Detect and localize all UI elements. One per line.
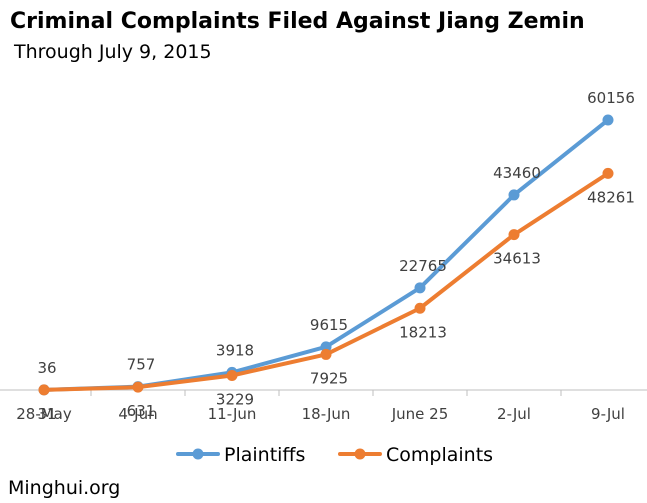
data-label-complaints: 34613 bbox=[493, 250, 541, 268]
data-label-complaints: 7925 bbox=[310, 369, 348, 387]
data-label-plaintiffs: 9615 bbox=[310, 316, 348, 334]
data-label-complaints: 631 bbox=[127, 402, 156, 420]
data-point-plaintiffs bbox=[508, 189, 520, 201]
source-label: Minghui.org bbox=[8, 477, 120, 499]
plot-area: 28-May 4-Jun 11-Jun 18-Jun June 25 2-Jul 9-Jul… bbox=[0, 89, 647, 423]
legend: Plaintiffs Complaints bbox=[176, 444, 493, 466]
data-point-complaints bbox=[226, 370, 238, 382]
chart-title: Criminal Complaints Filed Against Jiang … bbox=[10, 9, 585, 34]
data-point-plaintiffs bbox=[414, 282, 426, 294]
x-tick-label: 9-Jul bbox=[591, 405, 625, 423]
legend-swatch-marker bbox=[192, 448, 204, 460]
data-point-plaintiffs bbox=[602, 114, 614, 126]
data-label-complaints: 18213 bbox=[399, 323, 447, 341]
x-tick-label: 11-Jun bbox=[208, 405, 257, 423]
data-label-plaintiffs: 22765 bbox=[399, 257, 447, 275]
data-point-complaints bbox=[414, 302, 426, 314]
x-tick-label: 4-Jun bbox=[118, 405, 157, 423]
legend-label: Complaints bbox=[386, 444, 493, 466]
data-label-plaintiffs: 43460 bbox=[493, 164, 541, 182]
chart-subtitle: Through July 9, 2015 bbox=[13, 41, 212, 63]
data-point-complaints bbox=[320, 348, 332, 360]
x-tick-label: June 25 bbox=[391, 405, 449, 423]
data-point-complaints bbox=[38, 384, 50, 396]
data-label-complaints: 3229 bbox=[216, 391, 254, 409]
data-label-plaintiffs: 757 bbox=[127, 356, 156, 374]
data-label-plaintiffs: 3918 bbox=[216, 341, 254, 359]
legend-swatch-marker bbox=[354, 448, 366, 460]
data-label-plaintiffs: 36 bbox=[37, 359, 56, 377]
x-tick-label: 2-Jul bbox=[497, 405, 531, 423]
x-tick-label: 18-Jun bbox=[302, 405, 351, 423]
data-label-complaints: 31 bbox=[37, 405, 56, 423]
data-label-complaints: 48261 bbox=[587, 188, 635, 206]
data-point-complaints bbox=[508, 229, 520, 241]
data-label-plaintiffs: 60156 bbox=[587, 89, 635, 107]
data-point-complaints bbox=[602, 167, 614, 179]
data-point-plaintiffs bbox=[320, 341, 332, 353]
data-point-complaints bbox=[132, 381, 144, 393]
x-tick-label: 28-May bbox=[16, 405, 72, 423]
legend-label: Plaintiffs bbox=[224, 444, 305, 466]
